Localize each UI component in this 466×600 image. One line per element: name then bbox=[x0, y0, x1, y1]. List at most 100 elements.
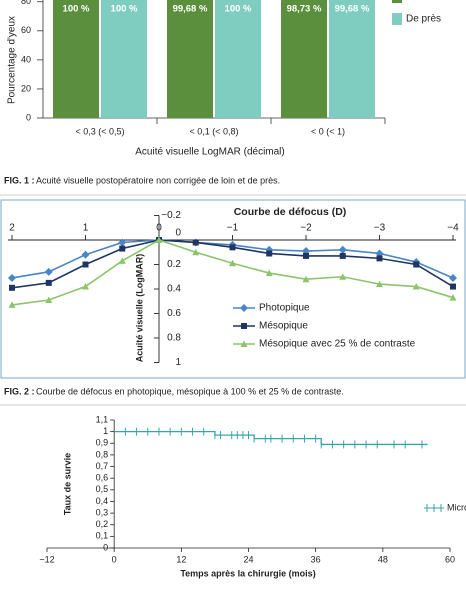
y-tick-label: 20 bbox=[21, 83, 31, 93]
point bbox=[82, 261, 89, 268]
y-tick-label: 0 bbox=[103, 542, 108, 552]
y-tick-label: 0,6 bbox=[96, 473, 109, 483]
point bbox=[449, 294, 457, 301]
y-axis-label: Acuité visuelle (LogMAR) bbox=[134, 254, 144, 363]
x-axis-label: Temps après la chirurgie (mois) bbox=[180, 568, 315, 578]
point bbox=[266, 250, 273, 257]
point bbox=[449, 273, 457, 282]
y-tick-label: 60 bbox=[21, 25, 31, 35]
x-tick-label: −3 bbox=[374, 223, 386, 234]
y-tick-label: 0 bbox=[26, 112, 31, 122]
x-tick-label: 12 bbox=[176, 554, 186, 564]
bar bbox=[53, 0, 99, 119]
point bbox=[45, 279, 52, 286]
y-tick-label: 0.6 bbox=[167, 308, 181, 319]
point bbox=[8, 301, 16, 308]
value-label: 100 % bbox=[225, 4, 252, 15]
y-tick-label: 0.8 bbox=[167, 333, 181, 344]
x-tick-label: < 0,1 (< 0,8) bbox=[189, 126, 238, 136]
legend-marker bbox=[240, 304, 248, 312]
point bbox=[376, 255, 383, 262]
bar bbox=[281, 0, 327, 119]
y-tick-label: 1 bbox=[175, 357, 181, 368]
legend-label: De loin bbox=[406, 0, 437, 3]
legend-swatch bbox=[392, 0, 402, 3]
x-axis-label: Acuité visuelle LogMAR (décimal) bbox=[135, 147, 285, 158]
y-tick-label: 0,4 bbox=[96, 496, 109, 506]
y-tick-label: 0 bbox=[175, 228, 181, 239]
bar bbox=[167, 0, 213, 118]
x-tick-label: 1 bbox=[83, 223, 89, 234]
x-tick-label: 36 bbox=[311, 554, 321, 564]
caption-label: FIG. 2 : bbox=[4, 386, 35, 396]
y-tick-label: 0,1 bbox=[96, 531, 109, 541]
y-tick-label: 0,8 bbox=[96, 449, 109, 459]
legend-label: Photopique bbox=[259, 303, 310, 314]
point bbox=[9, 284, 15, 291]
y-tick-label: 80 bbox=[21, 0, 31, 6]
y-tick-label: 0,9 bbox=[96, 438, 109, 448]
bar bbox=[101, 0, 147, 119]
y-tick-label: 0,5 bbox=[96, 484, 109, 494]
value-label: 100 % bbox=[63, 4, 90, 15]
legend-label: Mésopique avec 25 % de contraste bbox=[259, 339, 416, 350]
x-tick-label: 48 bbox=[378, 554, 388, 564]
y-tick-label: 1,1 bbox=[96, 414, 109, 424]
y-tick-label: 0.2 bbox=[167, 259, 181, 270]
point bbox=[376, 280, 383, 288]
point bbox=[339, 252, 346, 259]
y-tick-label: 0.4 bbox=[167, 284, 181, 295]
y-tick-label: 40 bbox=[21, 54, 31, 64]
legend-label: Micro... bbox=[447, 502, 466, 512]
point bbox=[45, 296, 53, 304]
legend-swatch bbox=[392, 13, 402, 25]
point bbox=[229, 259, 236, 267]
point bbox=[82, 283, 89, 290]
x-tick-label: < 0,3 (< 0,5) bbox=[75, 126, 124, 136]
y-tick-label: 0,7 bbox=[96, 461, 109, 471]
point bbox=[338, 245, 347, 254]
point bbox=[118, 257, 126, 264]
panel-frame bbox=[0, 199, 466, 379]
legend-label: Mésopique bbox=[259, 321, 308, 332]
point bbox=[412, 283, 420, 290]
y-tick-label: 0,3 bbox=[96, 507, 109, 517]
x-tick-label: −1 bbox=[227, 223, 239, 234]
point bbox=[413, 261, 420, 268]
point bbox=[339, 273, 347, 280]
point bbox=[192, 248, 200, 256]
x-tick-label: < 0 (< 1) bbox=[311, 126, 345, 136]
x-tick-label: 2 bbox=[9, 223, 15, 234]
value-label: 99,68 % bbox=[335, 4, 370, 15]
caption-text: Courbe de défocus en photopique, mésopiq… bbox=[36, 386, 344, 396]
y-tick-label: 1 bbox=[103, 426, 108, 436]
point bbox=[302, 275, 310, 283]
point bbox=[118, 238, 127, 247]
y-axis-label: Pourcentage d'yeux bbox=[7, 16, 18, 104]
point bbox=[8, 273, 16, 282]
bar bbox=[329, 0, 375, 118]
point bbox=[192, 239, 199, 246]
x-tick-label: 24 bbox=[243, 554, 253, 564]
point bbox=[81, 250, 90, 259]
point bbox=[44, 267, 53, 276]
caption-label: FIG. 1 : bbox=[4, 175, 35, 185]
caption-text: Acuité visuelle postopératoire non corri… bbox=[36, 175, 280, 185]
chart-title: Courbe de défocus (D) bbox=[234, 206, 347, 218]
point bbox=[155, 236, 163, 243]
x-tick-label: 0 bbox=[156, 223, 162, 234]
y-tick-label: −0.2 bbox=[161, 210, 181, 221]
value-label: 100 % bbox=[111, 4, 138, 15]
x-tick-label: 0 bbox=[112, 554, 117, 564]
y-axis-label: Taux de survie bbox=[62, 453, 72, 515]
value-label: 99,68 % bbox=[173, 4, 208, 15]
point bbox=[450, 283, 456, 290]
point bbox=[119, 245, 126, 252]
value-label: 98,73 % bbox=[287, 4, 322, 15]
point bbox=[265, 269, 273, 277]
x-tick-label: −12 bbox=[39, 554, 54, 564]
x-tick-label: −4 bbox=[447, 223, 459, 234]
legend-label: De près bbox=[406, 14, 441, 25]
legend-marker bbox=[241, 323, 247, 329]
legend-marker bbox=[240, 340, 248, 347]
